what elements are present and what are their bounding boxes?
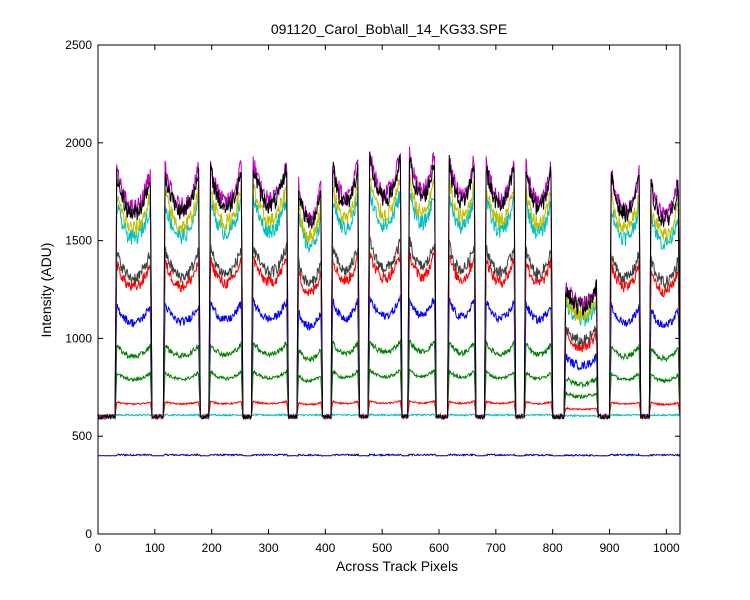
axes-box: [97, 44, 681, 535]
y-tick-label: 2000: [65, 136, 92, 150]
series-line-1: [97, 452, 681, 458]
x-tick-label: 900: [600, 541, 620, 555]
series-line-11: [97, 146, 681, 421]
x-tick-label: 800: [543, 541, 563, 555]
y-ticks: 0 500 1000 1500 2000 2500: [65, 38, 680, 541]
series-line-4: [97, 367, 681, 419]
series-group: [97, 146, 681, 458]
y-axis-label: Intensity (ADU): [38, 243, 54, 338]
series-line-8: [97, 235, 681, 421]
x-tick-label: 100: [145, 541, 165, 555]
plot-area: 0 100 200 300 400 500 600 700 800 900 1000 0 500 100…: [65, 38, 681, 555]
x-tick-label: 600: [429, 541, 449, 555]
series-line-10: [97, 174, 681, 421]
series-line-3: [97, 399, 681, 417]
series-line-5: [97, 339, 681, 419]
y-tick-label: 500: [72, 429, 92, 443]
x-axis-label: Across Track Pixels: [336, 558, 458, 574]
x-tick-label: 1000: [653, 541, 680, 555]
chart-title: 091120_Carol_Bob\all_14_KG33.SPE: [271, 21, 507, 37]
plot-background: [98, 45, 680, 534]
x-ticks: 0 100 200 300 400 500 600 700 800 900 1000: [95, 45, 680, 555]
x-tick-label: 200: [202, 541, 222, 555]
y-tick-label: 1000: [65, 331, 92, 345]
y-tick-label: 1500: [65, 234, 92, 248]
series-line-12: [97, 151, 681, 421]
series-line-6: [97, 294, 681, 420]
x-tick-label: 500: [372, 541, 392, 555]
series-line-9: [97, 184, 681, 421]
series-line-2: [97, 412, 681, 418]
y-tick-label: 2500: [65, 38, 92, 52]
x-tick-label: 400: [315, 541, 335, 555]
x-tick-label: 300: [258, 541, 278, 555]
x-tick-label: 700: [486, 541, 506, 555]
y-tick-label: 0: [85, 527, 92, 541]
x-tick-label: 0: [95, 541, 102, 555]
